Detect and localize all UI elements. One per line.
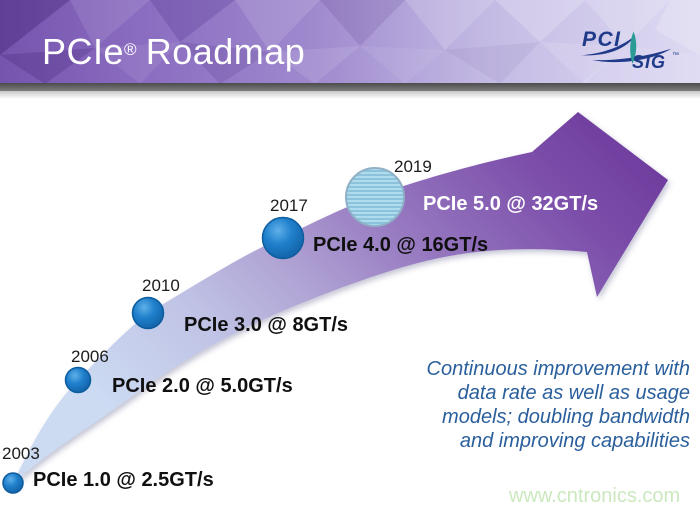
pci-sig-logo: PCI SIG ™: [570, 26, 680, 78]
milestone-label-pcie-1-0: PCIe 1.0 @ 2.5GT/s: [33, 469, 214, 491]
title-suffix: Roadmap: [145, 31, 306, 72]
annotation-line: models; doubling bandwidth: [442, 406, 690, 428]
header-banner: PCIe® Roadmap PCI SIG ™: [0, 0, 700, 84]
annotation-line: Continuous improvement with: [426, 358, 690, 380]
logo-trademark: ™: [672, 52, 679, 59]
header-divider-bar: [0, 83, 700, 91]
milestone-label-pcie-2-0: PCIe 2.0 @ 5.0GT/s: [112, 375, 293, 397]
annotation-line: and improving capabilities: [459, 430, 690, 452]
milestone-label-pcie-4-0: PCIe 4.0 @ 16GT/s: [313, 234, 489, 256]
milestone-dot-2003: [2, 472, 24, 494]
page-title: PCIe® Roadmap: [42, 33, 305, 71]
milestone-dot-2006: [64, 366, 92, 394]
milestone-year-2017: 2017: [270, 196, 308, 215]
milestone-dot-2019-future: [345, 167, 405, 227]
milestone-dot-2017: [261, 216, 305, 260]
pci-sig-swoosh-icon: [580, 31, 672, 64]
title-prefix: PCIe: [42, 31, 125, 72]
milestone-year-2006: 2006: [71, 347, 109, 366]
milestone-year-2010: 2010: [142, 276, 180, 295]
milestone-dot-2010: [131, 296, 165, 330]
annotation-line: data rate as well as usage: [457, 382, 690, 404]
logo-text-pci: PCI: [582, 28, 622, 51]
milestone-year-2003: 2003: [2, 444, 40, 463]
header-background: [0, 0, 700, 84]
header-divider-shadow: [0, 91, 700, 99]
low-poly-texture: [0, 0, 700, 84]
milestone-label-pcie-5-0: PCIe 5.0 @ 32GT/s: [423, 193, 599, 215]
watermark: www.cntronics.com: [509, 485, 681, 507]
milestone-year-2019: 2019: [394, 157, 432, 176]
milestone-label-pcie-3-0: PCIe 3.0 @ 8GT/s: [184, 314, 349, 336]
roadmap-arrow: [13, 112, 668, 484]
logo-text-sig: SIG: [632, 52, 667, 72]
annotation-text: Continuous improvement with data rate as…: [380, 357, 690, 453]
registered-mark: ®: [124, 40, 138, 59]
